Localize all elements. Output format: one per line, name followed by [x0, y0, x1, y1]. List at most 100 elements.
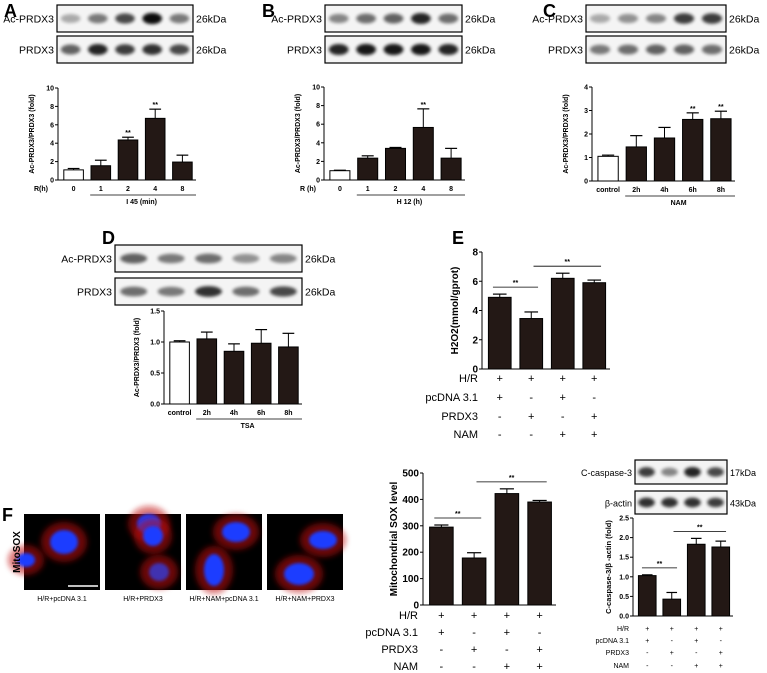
condition-sign: +	[591, 429, 597, 441]
micrograph-3	[186, 514, 262, 594]
x-prefix-label: R(h)	[34, 186, 48, 193]
condition-sign: +	[694, 638, 698, 645]
blot-band	[120, 253, 148, 264]
group-label: TSA	[241, 423, 255, 430]
bar-chart-C	[589, 86, 735, 197]
blot-protein-label: β-actin	[605, 499, 632, 509]
micrograph-1	[8, 514, 100, 590]
bar-chart-F	[420, 472, 556, 606]
blot-band	[411, 13, 431, 24]
bar	[278, 346, 299, 405]
western-blot-B	[324, 4, 463, 64]
y-tick-label: 1.0	[619, 574, 629, 581]
bar	[494, 493, 520, 606]
micrograph-2	[105, 506, 181, 590]
condition-sign: +	[528, 411, 534, 423]
significance-mark: **	[697, 524, 703, 531]
condition-sign: +	[471, 610, 477, 622]
x-tick-label: 2	[126, 186, 130, 193]
bar	[653, 137, 676, 182]
x-tick-label: 8h	[284, 410, 292, 417]
condition-label: pcDNA 3.1	[365, 627, 418, 639]
blot-band	[684, 466, 701, 478]
y-tick-label: 0.5	[150, 371, 160, 378]
condition-sign: +	[528, 373, 534, 385]
significance-mark: **	[125, 130, 131, 137]
condition-sign: +	[670, 650, 674, 657]
bar	[144, 117, 166, 181]
y-tick-label: 6	[472, 277, 478, 288]
significance-mark: **	[657, 561, 663, 568]
blot-band	[169, 44, 190, 55]
panel-letter: C	[543, 1, 556, 21]
blot-band	[157, 253, 185, 264]
panel-letter: E	[452, 228, 464, 248]
y-axis-label: Ac-PRDX3/PRDX3 (fold)	[563, 94, 570, 173]
micrograph-caption: H/R+NAM+pcDNA 3.1	[189, 596, 258, 603]
x-tick-label: 8	[449, 186, 453, 193]
condition-sign: +	[438, 610, 444, 622]
condition-sign: +	[560, 392, 566, 404]
y-tick-label: 4	[50, 141, 54, 148]
x-tick-label: 6h	[257, 410, 265, 417]
micrograph-caption: H/R+pcDNA 3.1	[37, 596, 87, 603]
bar	[686, 543, 706, 617]
blot-kda-label: 26kDa	[729, 45, 760, 57]
condition-sign: +	[719, 663, 723, 670]
nucleus	[143, 526, 163, 546]
bar-chart-E: H2O2(mmol/gprot)	[450, 251, 610, 370]
blot-band	[115, 13, 135, 24]
condition-sign: +	[560, 373, 566, 385]
blot-protein-label: PRDX3	[287, 45, 322, 57]
blot-band	[115, 44, 135, 55]
blot-band	[328, 44, 349, 55]
blot-band	[269, 253, 297, 264]
condition-sign: +	[536, 610, 542, 622]
y-tick-label: 2.5	[619, 516, 629, 523]
condition-sign: -	[440, 661, 444, 673]
y-axis-label: Ac-PRDX3/PRDX3 (fold)	[134, 318, 141, 397]
blot-band	[661, 467, 678, 477]
blot-kda-label: 26kDa	[196, 14, 227, 26]
bar	[519, 318, 544, 370]
condition-sign: -	[538, 627, 542, 639]
bar	[625, 146, 647, 182]
x-tick-label: 1	[366, 186, 370, 193]
condition-sign: -	[671, 663, 674, 670]
y-tick-label: 1.5	[150, 309, 160, 316]
blot-band	[195, 286, 222, 297]
condition-sign: -	[529, 429, 533, 441]
nucleus	[149, 563, 169, 581]
condition-sign: +	[504, 661, 510, 673]
bar	[461, 557, 487, 606]
condition-sign: -	[671, 638, 674, 645]
bar	[429, 526, 454, 606]
bar	[223, 350, 245, 405]
condition-label: PRDX3	[441, 411, 478, 423]
y-tick-label: 6	[50, 122, 54, 129]
y-tick-label: 2	[584, 132, 588, 139]
y-tick-label: 8	[50, 104, 54, 111]
group-label: NAM	[671, 200, 687, 207]
blot-band	[356, 43, 376, 56]
blot-band	[438, 44, 459, 55]
y-tick-label: 8	[472, 248, 478, 259]
nucleus	[17, 553, 35, 567]
x-prefix-label: R (h)	[300, 186, 316, 193]
bar	[710, 118, 732, 182]
blot-band	[383, 43, 404, 56]
condition-sign: -	[646, 650, 649, 657]
blot-band	[88, 44, 108, 55]
bar	[169, 341, 190, 405]
blot-band	[60, 44, 81, 55]
y-tick-label: 0	[472, 365, 478, 376]
y-tick-label: 400	[402, 495, 419, 506]
x-tick-label: 2h	[632, 187, 640, 194]
blot-band	[684, 497, 701, 508]
condition-sign: -	[529, 392, 533, 404]
y-tick-label: 300	[402, 521, 419, 532]
bar	[662, 598, 682, 617]
y-axis-label: Ac-PRDX3/PRDX3 (fold)	[29, 94, 36, 173]
blot-kda-label: 26kDa	[465, 45, 496, 57]
y-tick-label: 200	[402, 548, 419, 559]
